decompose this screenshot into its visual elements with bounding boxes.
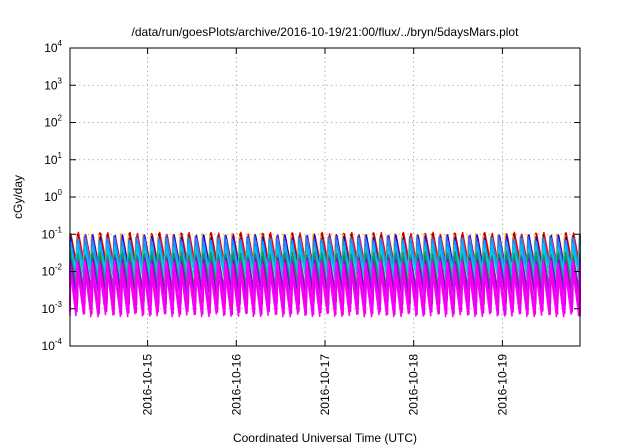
y-tick-label: 10-2 [42,263,63,279]
series-layer [69,231,581,318]
y-tick-exponent: -1 [55,225,63,234]
chart-title: /data/run/goesPlots/archive/2016-10-19/2… [132,25,520,39]
x-tick-label: 2016-10-17 [318,354,332,416]
y-tick-exponent: 4 [58,39,63,48]
y-tick-exponent: 2 [58,114,63,123]
y-tick-label: 10-3 [42,300,63,316]
y-tick-base: 10 [44,41,58,55]
y-tick-label: 10-1 [42,225,63,241]
y-tick-base: 10 [44,153,58,167]
y-tick-label: 103 [44,76,62,92]
y-tick-base: 10 [44,190,58,204]
y-tick-exponent: 3 [58,76,63,85]
series-line-13 [69,262,581,318]
y-tick-label: 10-4 [42,337,63,353]
y-tick-exponent: 0 [58,188,63,197]
y-tick-exponent: -2 [55,263,63,272]
y-tick-exponent: 1 [58,151,63,160]
y-tick-base: 10 [42,265,56,279]
y-axis-label: cGy/day [11,175,25,219]
y-tick-label: 100 [44,188,62,204]
x-tick-label: 2016-10-18 [407,354,421,416]
tick-layer [70,47,580,347]
y-tick-base: 10 [44,116,58,130]
y-tick-base: 10 [44,78,58,92]
y-tick-label: 101 [44,151,62,167]
y-tick-base: 10 [42,302,56,316]
y-tick-exponent: -3 [55,300,63,309]
y-tick-label: 102 [44,114,62,130]
x-axis-label: Coordinated Universal Time (UTC) [233,431,417,445]
series-line-14 [69,265,581,316]
y-tick-exponent: -4 [55,337,63,346]
y-tick-label: 104 [44,39,62,55]
x-tick-label: 2016-10-16 [229,354,243,416]
y-tick-base: 10 [42,339,56,353]
y-tick-base: 10 [42,227,56,241]
x-tick-labels: 2016-10-15 2016-10-16 2016-10-17 2016-10-18… [141,354,510,416]
x-tick-label: 2016-10-19 [495,354,509,416]
x-tick-label: 2016-10-15 [141,354,155,416]
